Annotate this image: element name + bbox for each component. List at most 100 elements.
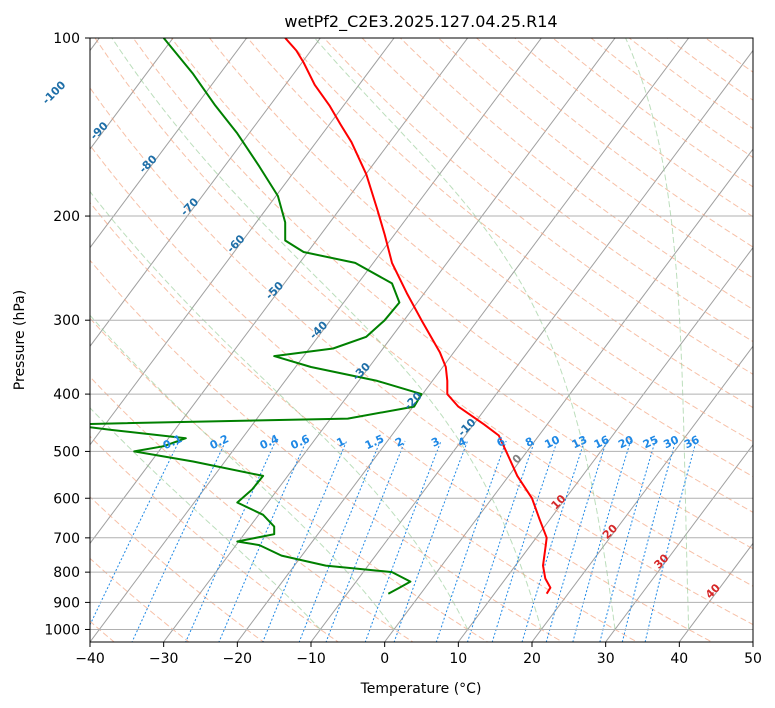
x-tick-label: 40 [670,651,688,667]
pressure-gridlines [90,38,753,630]
dry-adiabat-line [361,38,753,343]
mixing-ratio-label: 1.5 [363,432,386,452]
dry-adiabat-line [90,435,340,642]
mixing-ratio-line [545,440,607,642]
y-tick-label: 300 [53,313,80,329]
mixing-ratio-label: 3 [429,435,441,450]
mixing-ratio-label: 2 [393,435,405,450]
mixing-ratio-line [131,440,227,642]
mixing-ratio-line [644,440,697,642]
y-tick-label: 1000 [44,623,80,639]
isotherm-label: 30 [652,551,672,571]
mixing-ratio-line [599,440,656,642]
dry-adiabat-line [90,557,190,642]
mixing-ratio-label: 25 [641,433,660,451]
adiabat-label: -40 [307,318,330,341]
isotherm-line [90,38,321,348]
background-lines [90,38,753,642]
chart-title: wetPf2_C2E3.2025.127.04.25.R14 [284,12,557,32]
mixing-ratio-line [185,440,277,642]
mixing-ratio-label: 36 [682,433,702,451]
plot-frame [89,37,754,643]
mixing-ratio-line [262,440,348,642]
y-axis: 1000 900 800 700 600 500 400 300 200 100 [44,31,90,639]
adiabat-label: -90 [88,119,111,142]
mixing-ratio-line [364,440,442,642]
mixing-ratio-line [393,440,469,642]
y-tick-label: 800 [53,565,80,581]
isotherm-line [162,38,616,642]
moist-adiabat-line [314,38,616,630]
isotherm-label: 10 [549,492,569,512]
dry-adiabat-line [90,87,753,626]
dry-adiabat-line [475,38,753,248]
mixing-ratio-line [90,440,180,626]
dry-adiabat-line [90,376,414,642]
dry-adiabat-line [399,38,753,310]
mixing-ratio-line [466,440,536,642]
mixing-ratio-line [218,440,307,642]
y-tick-label: 700 [53,531,80,547]
isotherm-line [310,49,753,642]
isotherm-line [604,443,753,642]
mixing-ratio-label: 16 [592,433,612,451]
y-tick-label: 900 [53,595,80,611]
mixing-ratio-label: 10 [543,433,563,451]
mixing-ratio-label: 20 [616,433,636,451]
mixing-ratio-line [572,440,632,642]
y-tick-label: 600 [53,491,80,507]
dry-adiabat-line [90,259,564,642]
adiabat-label: -100 [40,78,69,107]
moist-adiabat-line [111,38,542,630]
isotherm-line [752,641,753,642]
temperature-line [284,38,552,595]
mixing-ratio-label: 13 [570,433,589,451]
mixing-ratio-label: 0.4 [258,432,281,452]
moist-adiabat-line [90,314,395,630]
mixing-ratio-label: 30 [661,433,681,451]
series-layer [90,38,552,595]
moist-adiabat-line [625,38,690,630]
isotherm-label: 20 [600,521,620,541]
adiabat-label: -50 [263,279,286,302]
x-tick-label: 20 [523,651,541,667]
x-tick-label: 0 [380,651,389,667]
mixing-ratio-line [621,440,677,642]
dry-adiabat-line [90,144,713,642]
x-tick-label: 50 [744,651,762,667]
isotherm-line [383,148,753,642]
adiabat-label: -80 [137,152,160,175]
isotherm-line [90,38,542,642]
dry-adiabat-line [94,38,753,587]
x-axis-title: Temperature (°C) [360,681,482,697]
y-tick-label: 100 [53,31,80,47]
dry-adiabat-line [90,317,489,642]
adiabat-label: -70 [178,195,201,218]
isotherm-label: 40 [703,581,723,601]
mixing-ratio-line [491,440,558,642]
adiabat-label: -60 [224,232,247,255]
mixing-ratio-label: 0.6 [289,432,312,452]
dry-adiabat-line [323,38,753,375]
dewpoint-line [90,38,423,595]
x-axis: −40 −30 −20 −10 0 10 20 30 40 50 [75,642,762,667]
y-tick-label: 200 [53,209,80,225]
moist-adiabat-line [90,407,321,630]
dry-adiabat-line [666,38,753,101]
isotherm-line [236,38,690,642]
mixing-ratio-label: 6 [495,435,508,450]
isotherm-line [457,246,753,642]
y-axis-title: Pressure (hPa) [12,290,28,390]
y-tick-label: 500 [53,444,80,460]
x-tick-label: 30 [597,651,615,667]
x-tick-label: 10 [449,651,467,667]
isotherm-line [90,38,248,249]
dry-adiabat-line [132,38,753,550]
x-tick-label: −10 [296,651,326,667]
x-tick-label: −40 [75,651,105,667]
mixing-ratio-line [435,440,507,642]
isotherm-line [678,542,753,642]
y-tick-label: 400 [53,387,80,403]
x-tick-label: −20 [223,651,253,667]
